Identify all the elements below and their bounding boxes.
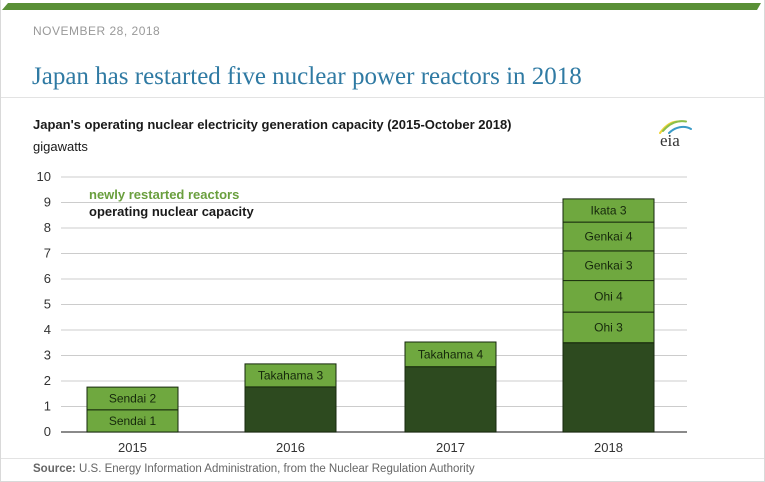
svg-text:4: 4 (44, 322, 51, 337)
svg-text:10: 10 (37, 169, 51, 184)
svg-text:2018: 2018 (594, 440, 623, 455)
svg-text:Sendai 2: Sendai 2 (109, 392, 157, 406)
svg-text:Takahama 4: Takahama 4 (418, 347, 484, 361)
svg-text:7: 7 (44, 246, 51, 261)
svg-text:newly restarted reactors: newly restarted reactors (89, 187, 239, 202)
svg-text:Ohi 3: Ohi 3 (594, 320, 623, 334)
svg-text:1: 1 (44, 399, 51, 414)
svg-text:2016: 2016 (276, 440, 305, 455)
svg-text:2: 2 (44, 373, 51, 388)
svg-text:Ikata 3: Ikata 3 (590, 204, 626, 218)
svg-text:3: 3 (44, 348, 51, 363)
svg-text:6: 6 (44, 271, 51, 286)
svg-text:8: 8 (44, 220, 51, 235)
svg-text:Genkai 3: Genkai 3 (584, 259, 632, 273)
svg-text:0: 0 (44, 424, 51, 439)
svg-text:operating nuclear capacity: operating nuclear capacity (89, 204, 254, 219)
svg-text:Sendai 1: Sendai 1 (109, 414, 157, 428)
svg-text:Genkai 4: Genkai 4 (584, 230, 632, 244)
svg-text:Takahama 3: Takahama 3 (258, 368, 324, 382)
svg-text:2017: 2017 (436, 440, 465, 455)
svg-text:9: 9 (44, 195, 51, 210)
svg-text:2015: 2015 (118, 440, 147, 455)
svg-text:Ohi 4: Ohi 4 (594, 289, 623, 303)
svg-text:5: 5 (44, 297, 51, 312)
